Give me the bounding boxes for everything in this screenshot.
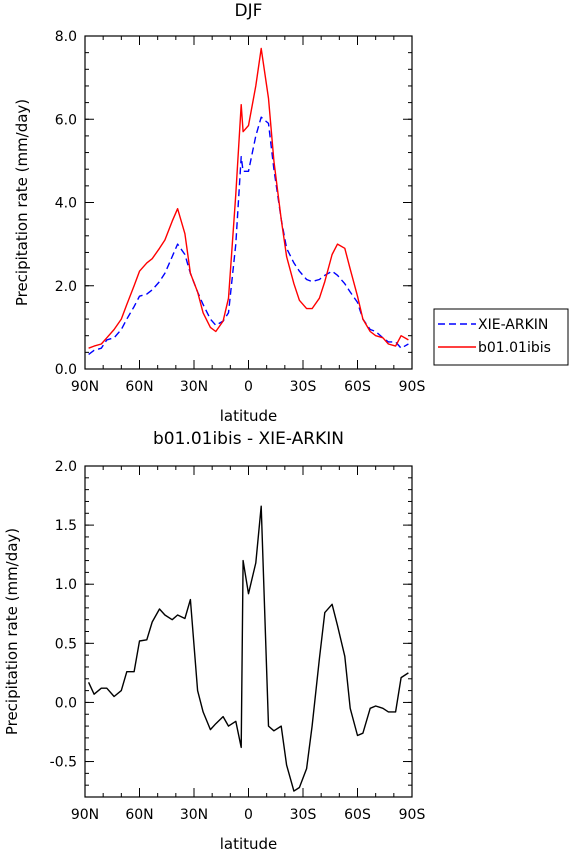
x-axis-label: latitude: [220, 835, 278, 852]
chart-title: b01.01ibis - XIE-ARKIN: [153, 429, 344, 449]
y-tick-label: 0.0: [55, 695, 77, 711]
y-axis-label: Precipitation rate (mm/day): [3, 528, 21, 735]
x-tick-label: 60N: [125, 379, 153, 395]
x-tick-label: 30S: [290, 807, 317, 823]
legend-label: b01.01ibis: [478, 340, 551, 356]
y-tick-label: 0.0: [55, 362, 77, 378]
legend-label: XIE-ARKIN: [478, 317, 548, 333]
series-line-b01-01ibis: [88, 47, 409, 349]
x-axis-label: latitude: [220, 407, 278, 425]
x-tick-label: 30S: [290, 379, 317, 395]
x-tick-label: 90N: [71, 379, 99, 395]
y-tick-label: 6.0: [55, 112, 77, 128]
series-line-xie-arkin: [88, 116, 409, 355]
x-tick-label: 30N: [180, 379, 208, 395]
series-line-difference: [87, 505, 409, 792]
y-tick-label: 2.0: [55, 279, 77, 295]
x-tick-label: 90S: [399, 379, 426, 395]
x-tick-label: 0: [244, 807, 253, 823]
y-tick-label: 8.0: [55, 29, 77, 45]
x-tick-label: 30N: [180, 807, 208, 823]
y-tick-label: 4.0: [55, 196, 77, 212]
y-axis-label: Precipitation rate (mm/day): [13, 99, 31, 306]
y-tick-label: -0.5: [50, 755, 77, 771]
legend: XIE-ARKIN b01.01ibis: [433, 308, 569, 366]
legend-box: [433, 308, 569, 366]
chart-title: DJF: [235, 1, 263, 21]
x-tick-label: 90N: [71, 807, 99, 823]
chart-difference: b01.01ibis - XIE-ARKIN 90N 60N 30N 0 30S 60S 90…: [3, 429, 425, 852]
y-tick-label: 1.5: [55, 518, 77, 534]
x-tick-label: 90S: [399, 807, 426, 823]
x-tick-label: 60N: [125, 807, 153, 823]
y-tick-label: 0.5: [55, 636, 77, 652]
chart-djf: DJF 90N 60N 30N 0 30S 60S 90S 0.0 2.0 4.0 6.0 8.0 lat…: [13, 1, 425, 425]
x-tick-label: 60S: [344, 379, 371, 395]
x-tick-label: 60S: [344, 807, 371, 823]
plot-frame: [84, 465, 413, 798]
y-tick-label: 2.0: [55, 459, 77, 475]
plot-frame: [84, 35, 413, 370]
x-tick-label: 0: [244, 379, 253, 395]
y-tick-label: 1.0: [55, 577, 77, 593]
